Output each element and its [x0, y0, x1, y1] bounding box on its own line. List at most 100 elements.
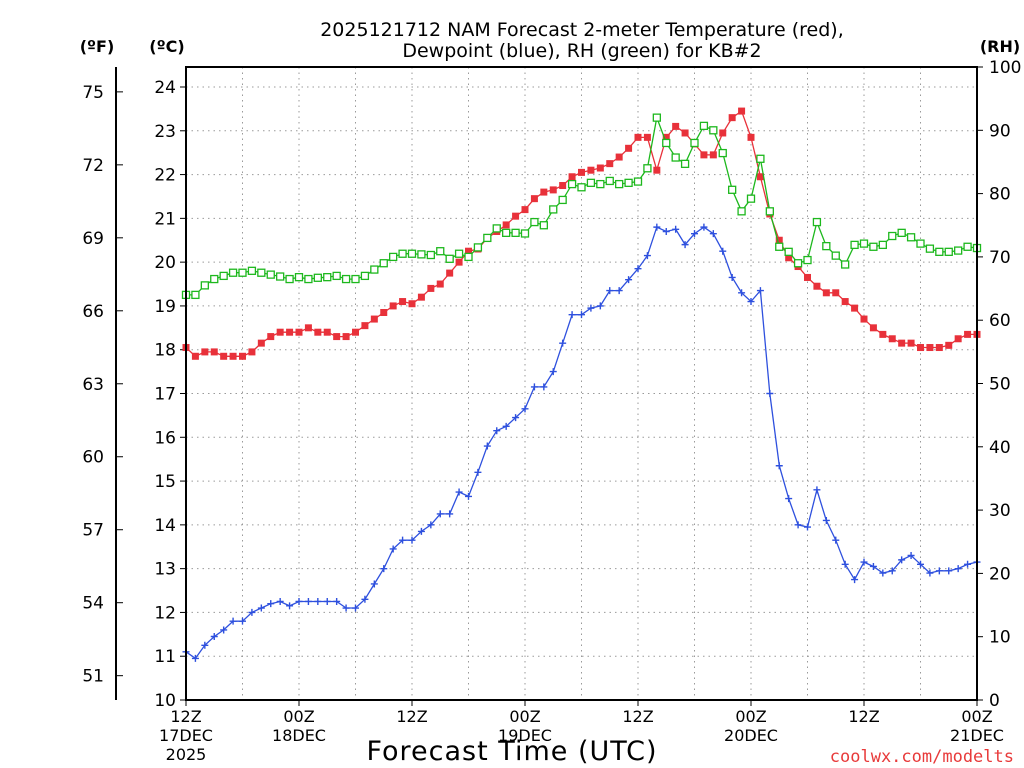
rh-tick-label: 20 [989, 564, 1011, 584]
data-point [530, 217, 539, 227]
data-point [492, 224, 501, 233]
data-point [634, 133, 642, 141]
time-tick-label: 21DEC [950, 726, 1004, 745]
data-point [247, 266, 257, 275]
data-point [313, 273, 322, 282]
series-dewpoint [182, 223, 981, 662]
series-rh [181, 113, 982, 300]
data-point [709, 151, 717, 159]
data-point [210, 274, 219, 284]
data-point [407, 249, 417, 258]
data-point [775, 242, 784, 251]
data-point [191, 290, 200, 300]
data-point [888, 567, 896, 575]
data-point [643, 164, 652, 173]
time-tick-label: 18DEC [272, 726, 326, 745]
fahrenheit-tick-label: 51 [82, 667, 104, 687]
data-point [615, 179, 624, 189]
data-point [804, 523, 811, 531]
time-tick-label: 12Z [848, 707, 879, 726]
data-point [718, 148, 727, 158]
data-point [775, 462, 783, 470]
data-point [785, 254, 793, 262]
data-point [473, 243, 483, 252]
celsius-tick-label: 21 [154, 209, 176, 229]
data-point [286, 602, 294, 610]
time-tick-label: 19DEC [498, 726, 552, 745]
time-tick-label: 2025 [166, 745, 207, 764]
data-point [483, 442, 491, 450]
series-layer [181, 107, 982, 662]
data-point [341, 274, 351, 284]
data-point [841, 560, 849, 568]
data-point [549, 186, 557, 194]
data-point [257, 339, 265, 347]
data-point [352, 328, 359, 336]
rh-tick-label: 80 [989, 185, 1011, 205]
data-point [512, 414, 520, 422]
data-point [728, 273, 736, 281]
data-point [898, 556, 906, 564]
data-point [925, 244, 935, 253]
fahrenheit-tick-label: 72 [82, 156, 104, 176]
data-point [578, 168, 585, 176]
data-point [445, 254, 454, 263]
data-point [747, 133, 755, 141]
data-point [605, 176, 614, 186]
data-point [793, 259, 803, 268]
data-point [878, 240, 887, 250]
data-point [587, 166, 595, 174]
data-point [963, 242, 972, 251]
data-point [333, 333, 341, 341]
data-point [916, 239, 925, 248]
data-point [954, 565, 962, 573]
data-point [220, 626, 228, 634]
data-point [229, 617, 237, 625]
plot-frame [185, 66, 978, 701]
data-point [691, 230, 698, 238]
data-point [549, 368, 557, 376]
data-point [380, 308, 388, 316]
data-point [662, 138, 671, 148]
rh-unit-label: (RH) [980, 37, 1020, 56]
data-point [615, 287, 623, 295]
data-point [681, 129, 689, 137]
data-point [709, 126, 718, 135]
data-point [756, 287, 764, 295]
fahrenheit-tick-label: 57 [82, 521, 104, 541]
data-point [652, 113, 661, 122]
data-point [446, 269, 454, 277]
data-point [964, 560, 972, 568]
rh-tick-label: 0 [989, 691, 1000, 711]
data-point [643, 252, 651, 260]
rh-tick-label: 30 [989, 501, 1011, 521]
data-point [502, 228, 511, 237]
data-point [671, 153, 680, 162]
data-point [191, 352, 199, 360]
data-point [323, 597, 331, 605]
data-point [399, 298, 407, 306]
data-point [342, 604, 350, 612]
data-point [567, 179, 577, 189]
data-point [737, 207, 746, 216]
fahrenheit-tick-label: 75 [82, 83, 104, 103]
data-point [239, 352, 246, 360]
data-point [220, 352, 228, 360]
data-point [841, 298, 849, 306]
rh-tick-label: 40 [989, 438, 1011, 458]
data-point [596, 164, 604, 172]
data-point [766, 390, 774, 397]
data-point [634, 265, 642, 273]
data-point [738, 289, 746, 297]
data-point [408, 536, 416, 544]
time-tick-label: 20DEC [724, 726, 778, 745]
data-point [822, 516, 830, 524]
data-point [512, 212, 520, 220]
data-point [520, 229, 530, 238]
data-point [888, 231, 897, 241]
data-point [596, 302, 604, 310]
data-point [417, 527, 425, 535]
celsius-tick-label: 16 [154, 428, 176, 448]
data-point [276, 597, 284, 605]
